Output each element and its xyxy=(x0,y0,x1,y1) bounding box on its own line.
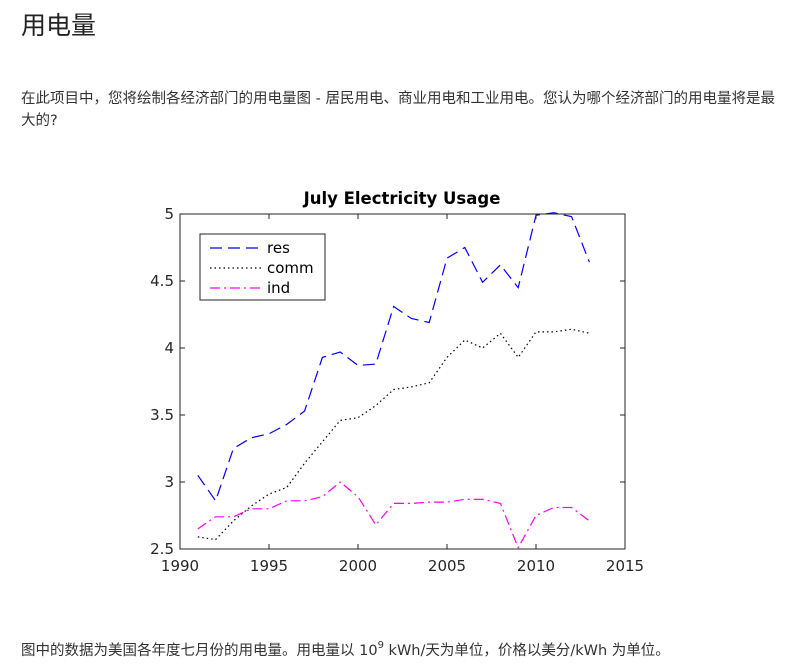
x-tick-label: 1990 xyxy=(161,557,199,575)
x-tick-label: 1995 xyxy=(250,557,288,575)
y-tick-label: 5 xyxy=(164,205,174,223)
x-tick-label: 2010 xyxy=(517,557,555,575)
chart-title: July Electricity Usage xyxy=(303,189,501,208)
legend-box xyxy=(199,233,326,301)
series-line-ind xyxy=(197,481,590,550)
y-tick-label: 4 xyxy=(164,339,174,357)
legend-label-comm: comm xyxy=(267,259,314,277)
figure-caption: 图中的数据为美国各年度七月份的用电量。用电量以 109 kWh/天为单位，价格以… xyxy=(21,636,670,662)
series-line-res xyxy=(197,212,590,503)
intro-paragraph: 在此项目中，您将绘制各经济部门的用电量图 - 居民用电、商业用电和工业用电。您认… xyxy=(21,91,775,129)
caption-text: 图中的数据为美国各年度七月份的用电量。用电量以 10 xyxy=(21,642,378,659)
y-tick-label: 4.5 xyxy=(150,272,174,290)
plot-area xyxy=(197,212,590,550)
chart-legend: res comm ind xyxy=(199,233,326,301)
y-tick-label: 3.5 xyxy=(150,406,174,424)
x-tick-label: 2000 xyxy=(339,557,377,575)
plot-frame xyxy=(179,213,626,550)
page-title: 用电量 xyxy=(21,11,97,40)
legend-label-ind: ind xyxy=(267,279,290,297)
axes: 1990 1995 2000 2005 2010 2015 2.5 3 3.5 4 4.5 5 xyxy=(150,205,644,575)
x-tick-label: 2005 xyxy=(428,557,466,575)
y-tick-label: 2.5 xyxy=(150,540,174,558)
caption-text-units: kWh/天为单位，价格以美分/kWh 为单位。 xyxy=(383,642,670,659)
series-line-comm xyxy=(197,328,590,541)
legend-label-res: res xyxy=(267,239,290,257)
chart-figure: July Electricity Usage 1990 1995 2000 2005 2… xyxy=(140,180,660,585)
y-tick-label: 3 xyxy=(164,473,174,491)
electricity-usage-chart: July Electricity Usage 1990 1995 2000 2005 2… xyxy=(150,189,644,575)
x-tick-label: 2015 xyxy=(606,557,644,575)
caption-exponent: 9 xyxy=(377,640,384,651)
